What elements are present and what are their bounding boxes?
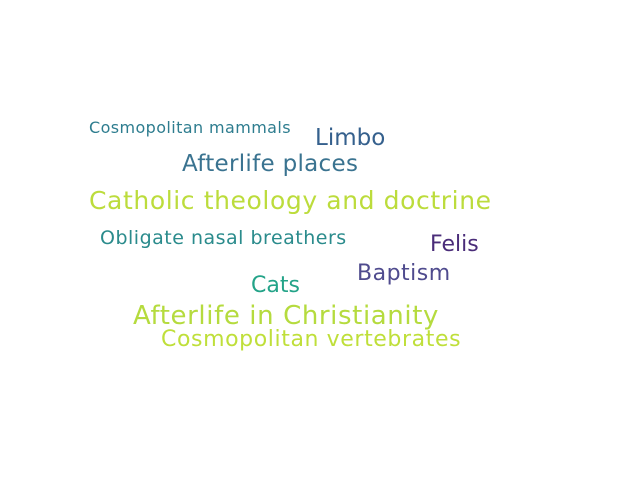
word-cats: Cats xyxy=(251,273,300,298)
word-obligate-nasal-breathers: Obligate nasal breathers xyxy=(100,227,347,249)
word-felis: Felis xyxy=(430,232,479,257)
word-cosmopolitan-mammals: Cosmopolitan mammals xyxy=(89,118,291,137)
word-cosmopolitan-vertebrates: Cosmopolitan vertebrates xyxy=(161,327,462,352)
word-baptism: Baptism xyxy=(357,261,451,286)
word-afterlife-places: Afterlife places xyxy=(182,151,359,177)
word-limbo: Limbo xyxy=(315,125,386,151)
word-afterlife-in-christianity: Afterlife in Christianity xyxy=(133,301,439,331)
word-catholic-theology-and-doctrine: Catholic theology and doctrine xyxy=(89,186,492,215)
